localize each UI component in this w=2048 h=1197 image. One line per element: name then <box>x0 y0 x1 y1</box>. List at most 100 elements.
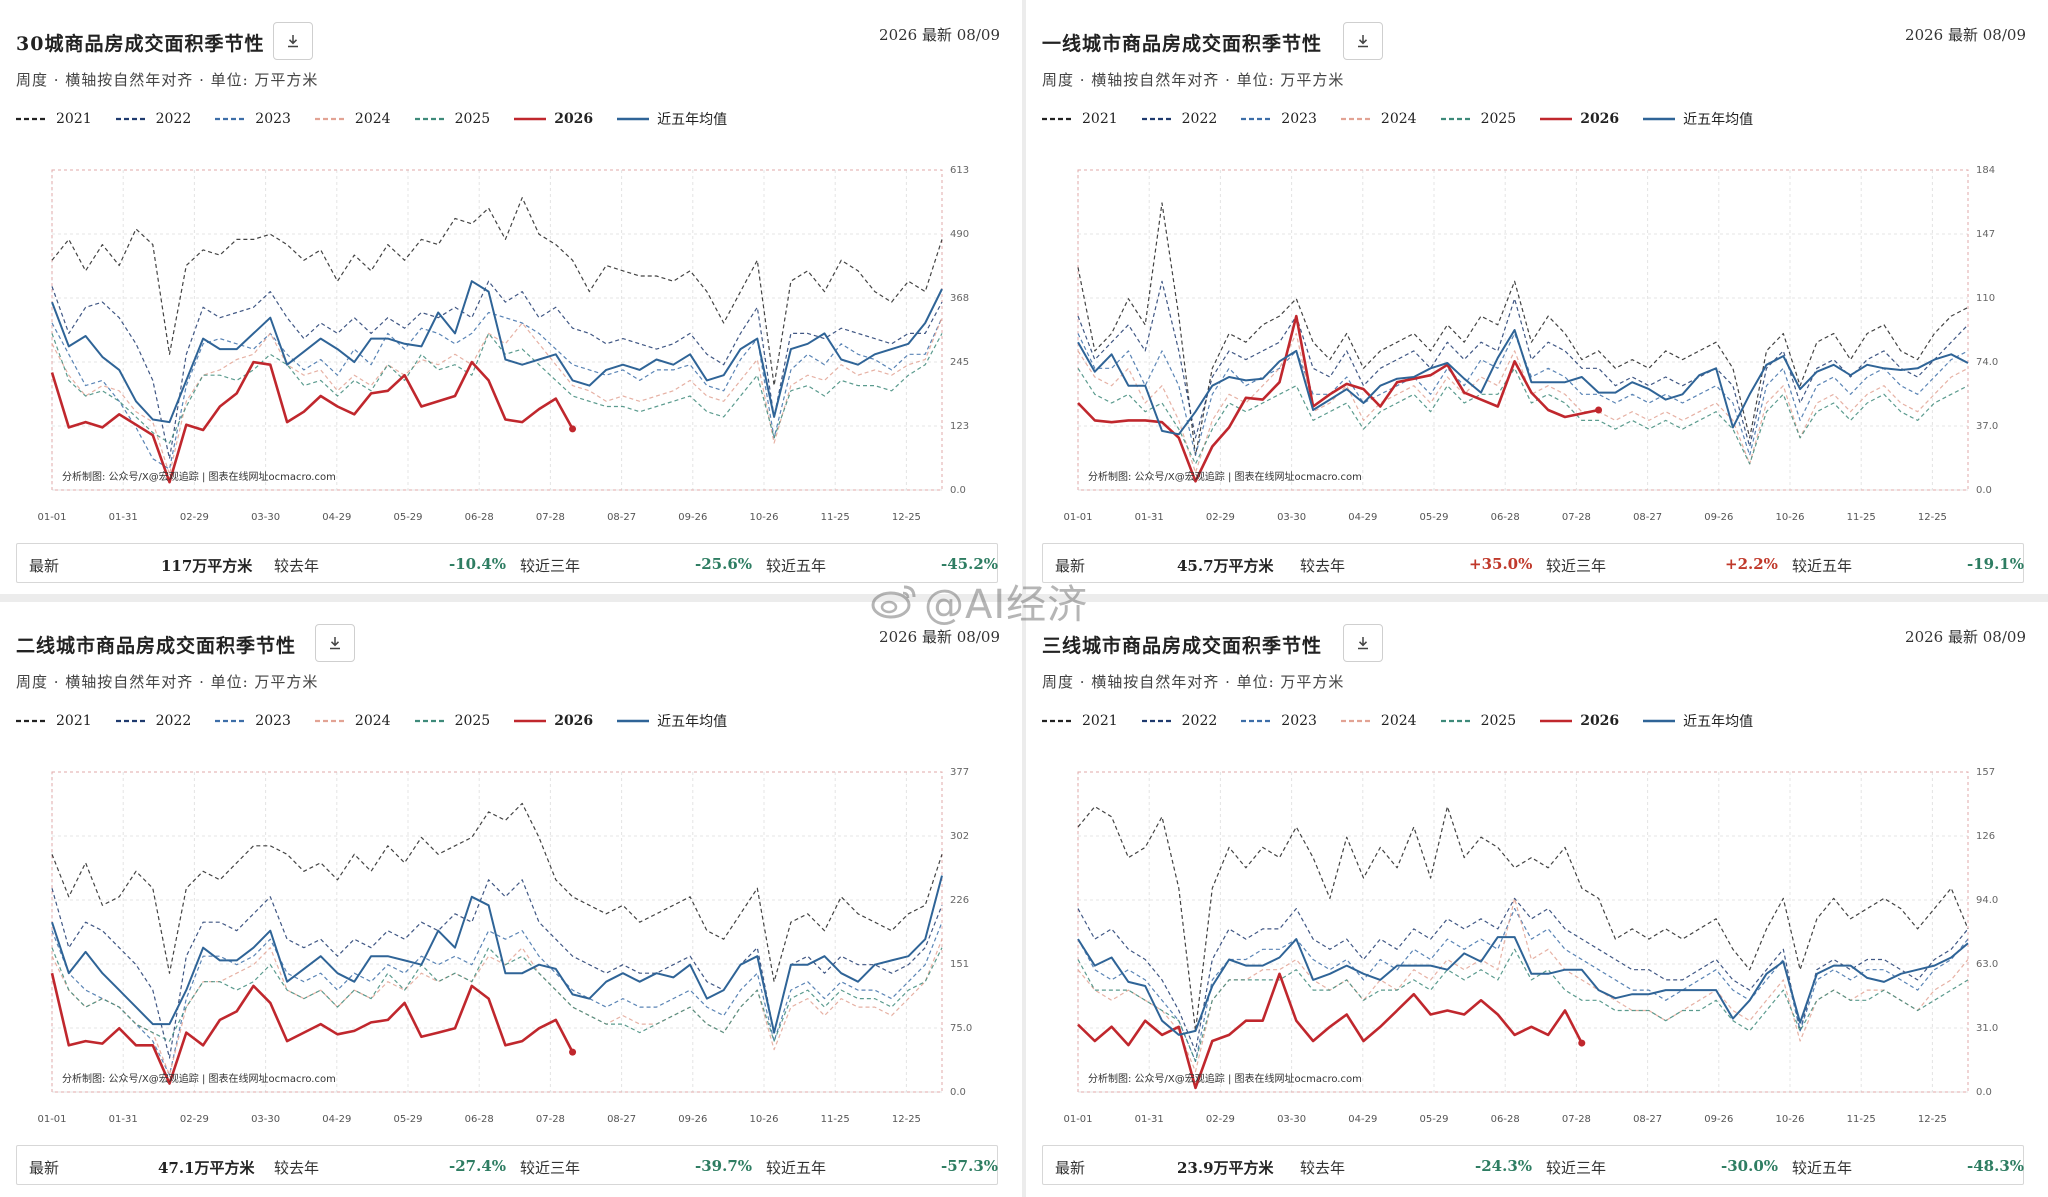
download-button[interactable] <box>1343 22 1383 60</box>
legend-item-2021[interactable]: 2021 <box>16 713 92 729</box>
legend-item-five-year-avg[interactable]: 近五年均值 <box>617 711 727 731</box>
series-line-2024[interactable] <box>1077 332 1969 474</box>
series-line-2023[interactable] <box>1077 332 1969 456</box>
series-line-2021[interactable] <box>1077 805 1969 1032</box>
legend-swatch <box>314 117 347 121</box>
latest-point[interactable] <box>569 425 577 433</box>
legend-item-2022[interactable]: 2022 <box>115 713 192 729</box>
legend-item-2022[interactable]: 2022 <box>1141 111 1217 127</box>
y-tick-label: 302 <box>950 831 969 842</box>
series-line-2023[interactable] <box>51 311 943 470</box>
series-line-2023[interactable] <box>51 921 943 1076</box>
source-note: 分析制图: 公众号/X@宏观追踪 | 图表在线网址ocmacro.com <box>62 470 336 483</box>
legend-swatch <box>414 719 447 723</box>
series-line-2025[interactable] <box>51 332 943 444</box>
legend-item-2021[interactable]: 2021 <box>16 111 92 127</box>
y-tick-label: 0.0 <box>1976 1087 1992 1098</box>
latest-point[interactable] <box>1595 406 1603 414</box>
legend-item-2026[interactable]: 2026 <box>514 111 593 127</box>
legend-item-2022[interactable]: 2022 <box>115 111 191 127</box>
download-button[interactable] <box>273 22 313 60</box>
x-tick-label: 04-29 <box>1348 1114 1377 1125</box>
legend-item-2026[interactable]: 2026 <box>1540 111 1619 127</box>
legend-swatch <box>1042 719 1074 723</box>
series-line-2022[interactable] <box>1077 897 1969 1052</box>
series-line-five-year-avg[interactable] <box>1077 936 1969 1036</box>
series-line-2025[interactable] <box>1077 948 1969 1062</box>
x-tick-label: 03-30 <box>251 1114 280 1125</box>
latest-point[interactable] <box>1578 1039 1586 1047</box>
stat-last-year-label: 较去年 <box>1300 557 1346 575</box>
download-button[interactable] <box>1343 624 1383 662</box>
legend-swatch <box>1540 117 1573 121</box>
series-line-2025[interactable] <box>51 947 943 1042</box>
legend-label: 近五年均值 <box>657 714 728 730</box>
series-line-five-year-avg[interactable] <box>51 280 943 424</box>
legend-item-2023[interactable]: 2023 <box>1241 111 1317 127</box>
legend-label: 2022 <box>1181 713 1218 729</box>
stat-latest-value: 45.7万平方米 <box>1177 557 1274 575</box>
series-line-2022[interactable] <box>51 280 943 460</box>
legend-swatch <box>1141 117 1174 121</box>
legend-item-five-year-avg[interactable]: 近五年均值 <box>1643 109 1753 129</box>
stat-latest-value: 117万平方米 <box>161 557 253 575</box>
legend-swatch <box>414 117 447 121</box>
series-line-five-year-avg[interactable] <box>1077 329 1969 436</box>
legend-item-2024[interactable]: 2024 <box>314 111 391 127</box>
chart-panel-4: 三线城市商品房成交面积季节性 2026 最新 08/09 周度 · 横轴按自然年… <box>1026 602 2048 1197</box>
series-line-five-year-avg[interactable] <box>51 875 943 1034</box>
series-line-2025[interactable] <box>1077 367 1969 465</box>
series-line-2026[interactable] <box>50 972 574 1085</box>
legend-item-2023[interactable]: 2023 <box>215 713 291 729</box>
legend-label: 2025 <box>454 713 491 729</box>
series-line-2022[interactable] <box>1077 280 1969 448</box>
legend-item-2024[interactable]: 2024 <box>1340 713 1417 729</box>
series-line-2021[interactable] <box>51 802 943 983</box>
stats-bar: 最新 47.1万平方米 较去年 -27.4% 较近三年 -39.7% 较近五年 … <box>16 1145 998 1185</box>
legend-swatch <box>1643 117 1676 121</box>
legend-item-five-year-avg[interactable]: 近五年均值 <box>617 109 727 129</box>
legend-item-2022[interactable]: 2022 <box>1141 713 1218 729</box>
legend-item-2026[interactable]: 2026 <box>1540 713 1619 729</box>
x-tick-label: 05-29 <box>393 1114 422 1125</box>
legend-item-2023[interactable]: 2023 <box>1241 713 1317 729</box>
series-line-2023[interactable] <box>1077 908 1969 1062</box>
legend-label: 近五年均值 <box>1683 112 1754 128</box>
series-line-2026[interactable] <box>1077 314 1599 483</box>
legend-item-2021[interactable]: 2021 <box>1042 713 1118 729</box>
y-tick-label: 110 <box>1976 293 1995 304</box>
legend-item-2025[interactable]: 2025 <box>1440 713 1516 729</box>
legend-swatch <box>514 719 547 723</box>
download-icon <box>1358 637 1368 650</box>
series-line-2026[interactable] <box>50 360 574 484</box>
x-tick-label: 12-25 <box>1918 512 1947 523</box>
legend-swatch <box>617 719 650 723</box>
series-line-2024[interactable] <box>51 317 943 475</box>
line-chart: 377 302 226 151 75.0 0.0 01-01 01-31 02-29 03-30 0… <box>37 767 972 1125</box>
chart-legend: 2021 2022 2023 2024 2025 2026 近五年均值 <box>1042 710 1777 732</box>
x-tick-label: 12-25 <box>1918 1114 1947 1125</box>
legend-label: 2024 <box>1380 111 1417 127</box>
legend-item-2024[interactable]: 2024 <box>314 713 391 729</box>
legend-label: 2025 <box>454 111 491 127</box>
legend-label: 2022 <box>155 713 192 729</box>
series-line-2021[interactable] <box>51 197 943 387</box>
legend-item-2023[interactable]: 2023 <box>215 111 291 127</box>
legend-item-2025[interactable]: 2025 <box>1440 111 1516 127</box>
legend-item-2025[interactable]: 2025 <box>414 111 491 127</box>
legend-item-2026[interactable]: 2026 <box>514 713 593 729</box>
series-line-2026[interactable] <box>1077 972 1583 1090</box>
legend-item-2025[interactable]: 2025 <box>414 713 491 729</box>
series-line-2022[interactable] <box>51 879 943 1059</box>
legend-item-2021[interactable]: 2021 <box>1042 111 1118 127</box>
legend-item-2024[interactable]: 2024 <box>1340 111 1417 127</box>
latest-date: 2026 最新 08/09 <box>1905 26 2026 44</box>
download-button[interactable] <box>315 624 355 662</box>
legend-item-five-year-avg[interactable]: 近五年均值 <box>1643 711 1753 731</box>
x-tick-label: 04-29 <box>1348 512 1377 523</box>
legend-label: 近五年均值 <box>657 112 728 128</box>
stat-latest-label: 最新 <box>1055 557 1086 575</box>
grid <box>51 169 942 491</box>
latest-point[interactable] <box>569 1048 577 1056</box>
series-line-2021[interactable] <box>1077 202 1969 456</box>
